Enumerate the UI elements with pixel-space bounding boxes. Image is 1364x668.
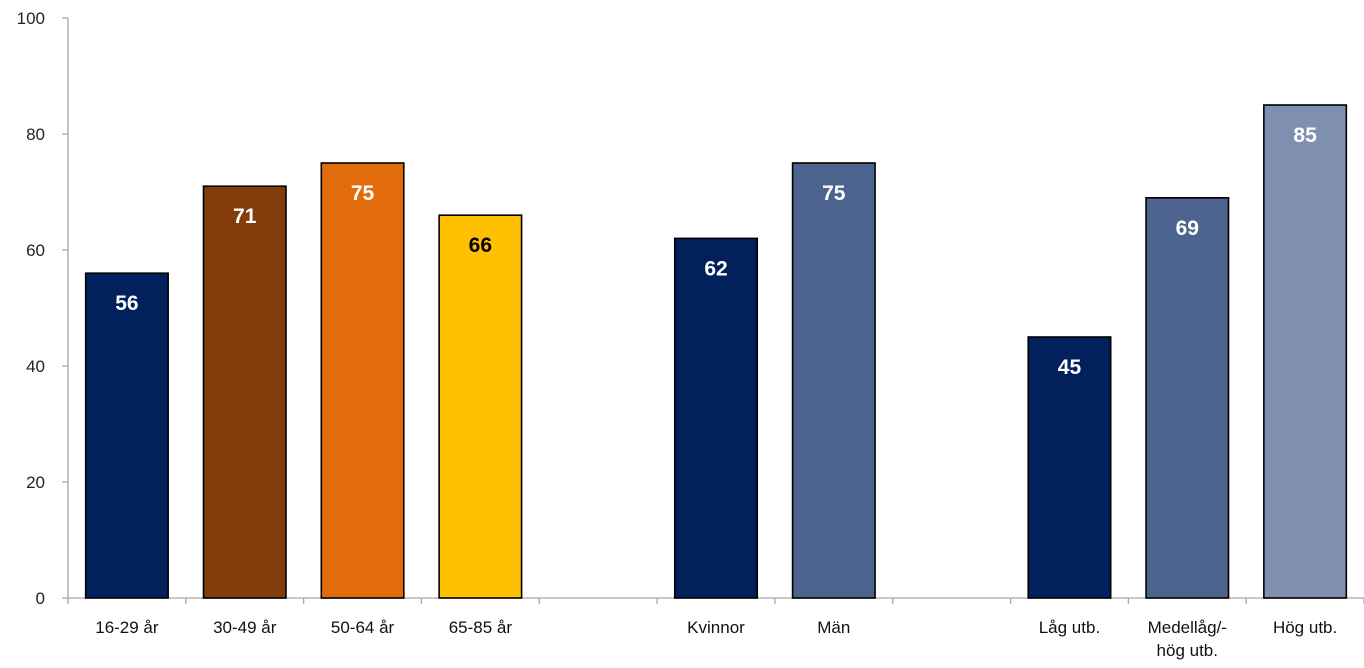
bar (84, 272, 169, 599)
bar (673, 237, 759, 599)
bar (1263, 104, 1348, 599)
bar (1027, 336, 1112, 599)
data-label: 75 (822, 182, 846, 205)
data-label: 85 (1293, 124, 1317, 147)
data-label: 62 (704, 257, 727, 280)
x-category-label-line: hög utb. (1157, 641, 1218, 660)
y-tick-label: 80 (26, 125, 45, 144)
x-category-label-line: Medellåg/- (1148, 618, 1227, 637)
x-category-label: 16-29 år (95, 618, 159, 637)
x-category-label: Kvinnor (687, 618, 745, 637)
y-tick-label: 60 (26, 241, 45, 260)
data-label: 45 (1058, 356, 1082, 379)
x-axis: 16-29 år 30-49 år 50-64 år 65-85 år Kvinnor M… (67, 597, 1364, 660)
y-tick-label: 40 (26, 357, 45, 376)
data-label: 75 (351, 182, 375, 205)
data-label: 66 (469, 234, 492, 257)
data-labels: 56 71 75 66 62 75 45 69 85 (115, 124, 1317, 379)
y-tick-label: 0 (36, 589, 45, 608)
x-category-label: 30-49 år (213, 618, 277, 637)
x-category-label: 50-64 år (331, 618, 395, 637)
bar (791, 162, 876, 599)
x-category-label: Män (817, 618, 850, 637)
y-axis: 0 20 40 60 80 100 (17, 9, 69, 608)
bar (320, 162, 405, 599)
x-category-label: 65-85 år (449, 618, 513, 637)
bars (84, 104, 1348, 599)
y-tick-label: 100 (17, 9, 45, 28)
data-label: 71 (233, 205, 257, 228)
data-label: 69 (1176, 217, 1199, 240)
x-category-label: Hög utb. (1273, 618, 1337, 637)
data-label: 56 (115, 292, 138, 315)
y-tick-label: 20 (26, 473, 45, 492)
x-category-label: Låg utb. (1039, 618, 1100, 637)
bar (1145, 197, 1230, 599)
bar (202, 185, 287, 599)
x-category-label: Medellåg/- hög utb. (1148, 618, 1227, 660)
bar (438, 214, 523, 599)
